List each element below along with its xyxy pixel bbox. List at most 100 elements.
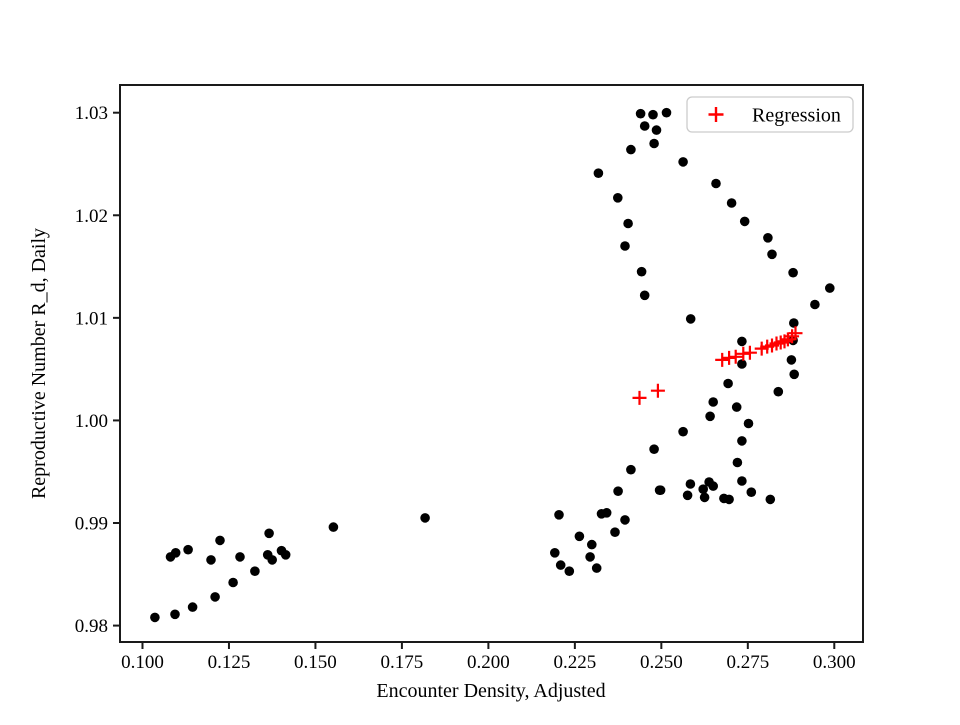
y-tick-label: 0.98 [75, 616, 108, 637]
data-point [280, 550, 291, 560]
scatter-points-group [150, 107, 835, 623]
data-point [636, 266, 647, 277]
regression-point [632, 390, 647, 405]
data-point [786, 355, 797, 365]
data-point [708, 481, 718, 491]
data-point [788, 267, 798, 278]
data-point [593, 168, 604, 178]
x-tick-label: 0.225 [553, 652, 596, 673]
data-point [726, 198, 737, 208]
data-point [698, 484, 708, 495]
data-point [601, 508, 612, 518]
x-tick-label: 0.100 [121, 652, 164, 673]
data-point [737, 476, 747, 486]
data-point [648, 109, 658, 120]
data-point [150, 612, 160, 623]
data-point [678, 426, 688, 437]
data-point [737, 336, 747, 347]
data-point [655, 485, 666, 496]
data-point [623, 218, 633, 229]
data-point [708, 397, 718, 407]
data-point [620, 241, 630, 251]
data-point [649, 444, 659, 455]
y-tick-label: 0.99 [75, 514, 108, 535]
data-point [682, 490, 693, 501]
regression-point [742, 345, 757, 360]
y-axis-label: Reproductive Number R_d, Daily [28, 228, 50, 499]
y-tick-label: 1.01 [75, 308, 108, 329]
data-point [678, 157, 688, 167]
data-point [649, 138, 659, 149]
legend-label: Regression [752, 105, 841, 127]
data-point [626, 144, 636, 155]
data-point [328, 522, 339, 532]
data-point [626, 464, 636, 475]
y-tick-label: 1.03 [75, 103, 108, 124]
data-point [210, 592, 220, 602]
x-tick-label: 0.125 [208, 652, 251, 673]
x-axis-label: Encounter Density, Adjusted [376, 680, 605, 702]
data-point [746, 487, 757, 498]
data-point [685, 314, 696, 324]
x-tick-label: 0.275 [726, 652, 769, 673]
data-point [825, 283, 835, 293]
regression-points-group [632, 326, 803, 405]
data-point [554, 510, 564, 520]
data-point [639, 290, 650, 301]
y-tick-label: 1.00 [75, 411, 108, 432]
regression-point [788, 326, 803, 341]
x-tick-label: 0.250 [640, 652, 683, 673]
x-tick-label: 0.175 [381, 652, 424, 673]
y-tick-label: 1.02 [75, 206, 108, 227]
data-point [685, 479, 696, 489]
y-axis-ticks: 0.98 0.99 1.00 1.01 1.02 1.03 [75, 103, 120, 637]
data-point [235, 552, 245, 562]
legend: Regression [686, 96, 854, 133]
data-point [789, 318, 799, 328]
data-point [789, 369, 799, 380]
data-point [187, 602, 198, 612]
regression-point [728, 349, 743, 364]
data-point [420, 513, 430, 523]
data-point [250, 566, 260, 576]
data-point [739, 216, 750, 227]
data-point [564, 566, 575, 576]
legend-box [686, 96, 854, 133]
data-point [639, 121, 650, 131]
regression-point [715, 352, 730, 367]
data-point [585, 552, 595, 562]
data-point [574, 531, 585, 542]
legend-plus-marker-icon [708, 107, 724, 122]
data-point [267, 555, 278, 565]
data-point [591, 563, 602, 573]
data-point [763, 233, 773, 243]
data-point [555, 560, 566, 570]
data-point [773, 386, 784, 397]
data-point [661, 107, 672, 118]
plot-area-frame [119, 84, 864, 643]
data-point [765, 494, 776, 505]
data-point [810, 299, 820, 310]
data-point [264, 528, 274, 539]
regression-point [777, 334, 792, 349]
regression-point [650, 383, 665, 398]
data-point [743, 418, 754, 429]
data-point [699, 492, 710, 503]
data-point [711, 178, 721, 189]
x-axis-ticks: 0.100 0.125 0.150 0.175 0.200 0.225 0.250 0.275… [121, 642, 856, 673]
data-point [635, 108, 646, 119]
data-point [170, 548, 181, 558]
data-point [731, 402, 742, 412]
data-point [723, 378, 733, 389]
data-point [215, 535, 225, 546]
data-point [732, 457, 743, 468]
data-point [183, 544, 193, 555]
regression-point [785, 329, 800, 344]
x-tick-label: 0.300 [813, 652, 856, 673]
data-point [613, 193, 623, 203]
data-point [651, 125, 662, 135]
data-point [610, 527, 620, 537]
data-point [550, 548, 560, 558]
